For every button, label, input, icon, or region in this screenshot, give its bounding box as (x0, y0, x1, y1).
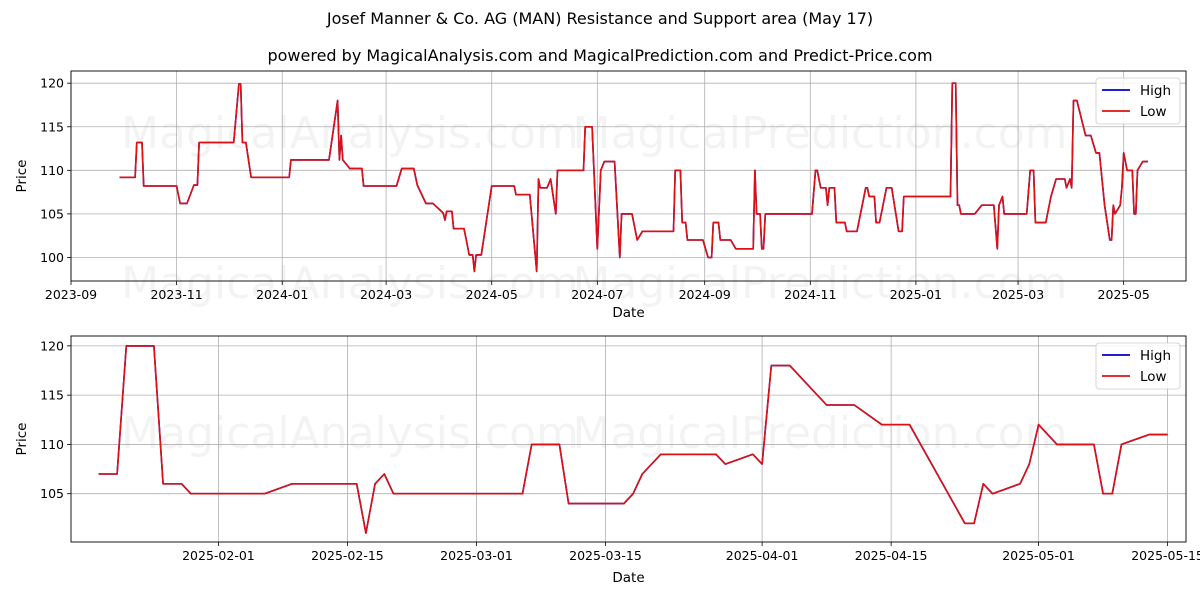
x-tick-label: 2025-05 (1098, 287, 1150, 302)
legend: High Low (1095, 77, 1181, 125)
watermark-text: MagicalPrediction.com (573, 408, 1068, 459)
legend-label-high: High (1140, 348, 1171, 364)
watermark-text: MagicalPrediction.com (573, 258, 1068, 309)
x-axis-label: Date (612, 305, 644, 321)
x-tick-label: 2024-01 (256, 287, 308, 302)
series-line-low (119, 82, 1148, 273)
chart-panel-2: 2025-02-01 2025-02-15 2025-03-01 2025-03-15… (14, 335, 1200, 586)
chart-subtitle: powered by MagicalAnalysis.com and Magic… (267, 46, 933, 65)
x-tick-label: 2025-03-01 (440, 548, 513, 563)
x-tick-label: 2024-09 (679, 287, 731, 302)
y-tick-label: 120 (40, 76, 64, 91)
y-tick-label: 120 (40, 338, 64, 353)
x-tick-label: 2024-05 (466, 287, 518, 302)
y-tick-label: 105 (40, 206, 64, 221)
y-tick-label: 110 (40, 437, 64, 452)
x-axis-label: Date (612, 570, 644, 586)
chart-title: Josef Manner & Co. AG (MAN) Resistance a… (326, 9, 874, 28)
x-tick-label: 2025-05-15 (1131, 548, 1200, 563)
x-tick-label: 2025-05-01 (1002, 548, 1075, 563)
watermark-text: MagicalPrediction.com (573, 108, 1068, 159)
y-tick-label: 110 (40, 163, 64, 178)
legend-label-high: High (1140, 83, 1171, 99)
x-tick-label: 2024-03 (360, 287, 412, 302)
watermark-text: MagicalAnalysis.com (121, 108, 579, 159)
x-tick-label: 2025-02-15 (311, 548, 384, 563)
chart-panel-1: 2023-09 2023-11 2024-01 2024-03 2024-05 2024-… (14, 70, 1187, 321)
plot-frame (70, 335, 1187, 543)
x-tick-label: 2024-07 (571, 287, 623, 302)
legend-label-low: Low (1140, 369, 1167, 385)
y-tick-label: 115 (40, 119, 64, 134)
x-tick-label: 2025-03 (992, 287, 1044, 302)
x-tick-label: 2024-11 (784, 287, 836, 302)
watermark-text: MagicalAnalysis.com (121, 258, 579, 309)
y-axis-label: Price (14, 160, 30, 193)
y-axis-label: Price (14, 423, 30, 456)
x-tick-label: 2025-04-15 (855, 548, 928, 563)
series-line-low (98, 345, 1168, 534)
legend-label-low: Low (1140, 104, 1167, 120)
y-tick-label: 115 (40, 388, 64, 403)
plot-frame (70, 70, 1187, 282)
watermark-text: MagicalAnalysis.com (121, 408, 579, 459)
x-tick-label: 2025-02-01 (182, 548, 255, 563)
x-tick-label: 2025-01 (890, 287, 942, 302)
x-tick-label: 2023-11 (150, 287, 202, 302)
y-tick-label: 100 (40, 250, 64, 265)
x-tick-label: 2025-04-01 (726, 548, 799, 563)
y-tick-label: 105 (40, 486, 64, 501)
x-tick-label: 2023-09 (45, 287, 97, 302)
x-tick-label: 2025-03-15 (569, 548, 642, 563)
legend: High Low (1095, 342, 1181, 390)
